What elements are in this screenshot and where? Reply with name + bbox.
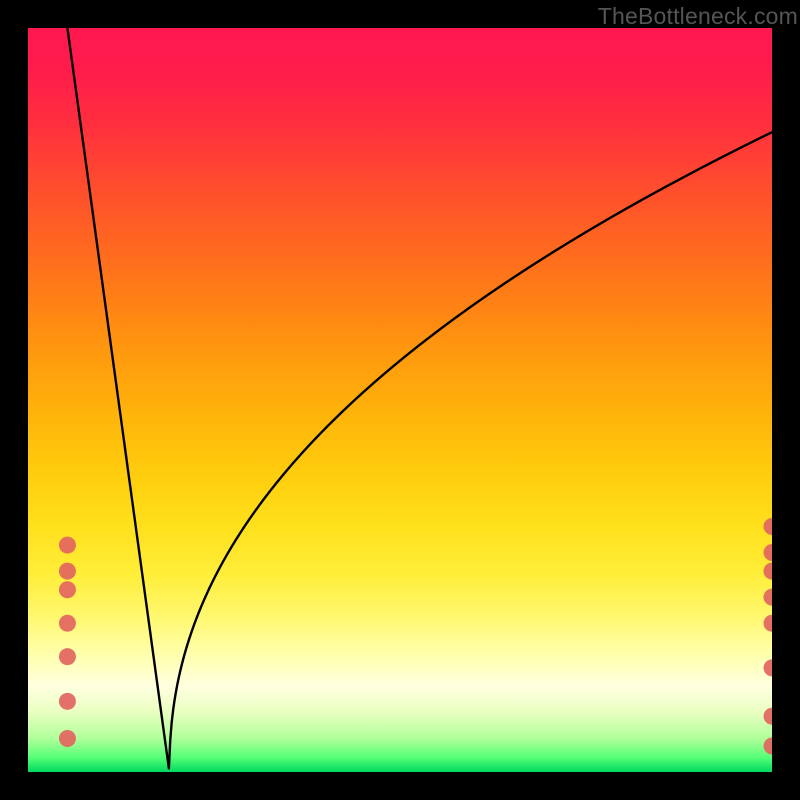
- marker-dot: [764, 589, 773, 606]
- marker-dot: [59, 615, 76, 632]
- marker-dot: [764, 737, 773, 754]
- plot-area: [28, 28, 772, 772]
- marker-dot: [59, 648, 76, 665]
- marker-dot: [59, 693, 76, 710]
- marker-dot: [764, 659, 773, 676]
- chart-svg-layer: [28, 28, 772, 772]
- marker-dot: [59, 730, 76, 747]
- watermark-text: TheBottleneck.com: [598, 3, 798, 30]
- marker-dot: [764, 708, 773, 725]
- marker-dot: [764, 544, 773, 561]
- marker-dot: [764, 518, 773, 535]
- marker-dot: [764, 563, 773, 580]
- bottleneck-curve: [67, 28, 772, 769]
- marker-dot: [59, 537, 76, 554]
- marker-dot: [59, 563, 76, 580]
- chart-frame: TheBottleneck.com: [0, 0, 800, 800]
- marker-dot: [59, 581, 76, 598]
- marker-dot: [764, 615, 773, 632]
